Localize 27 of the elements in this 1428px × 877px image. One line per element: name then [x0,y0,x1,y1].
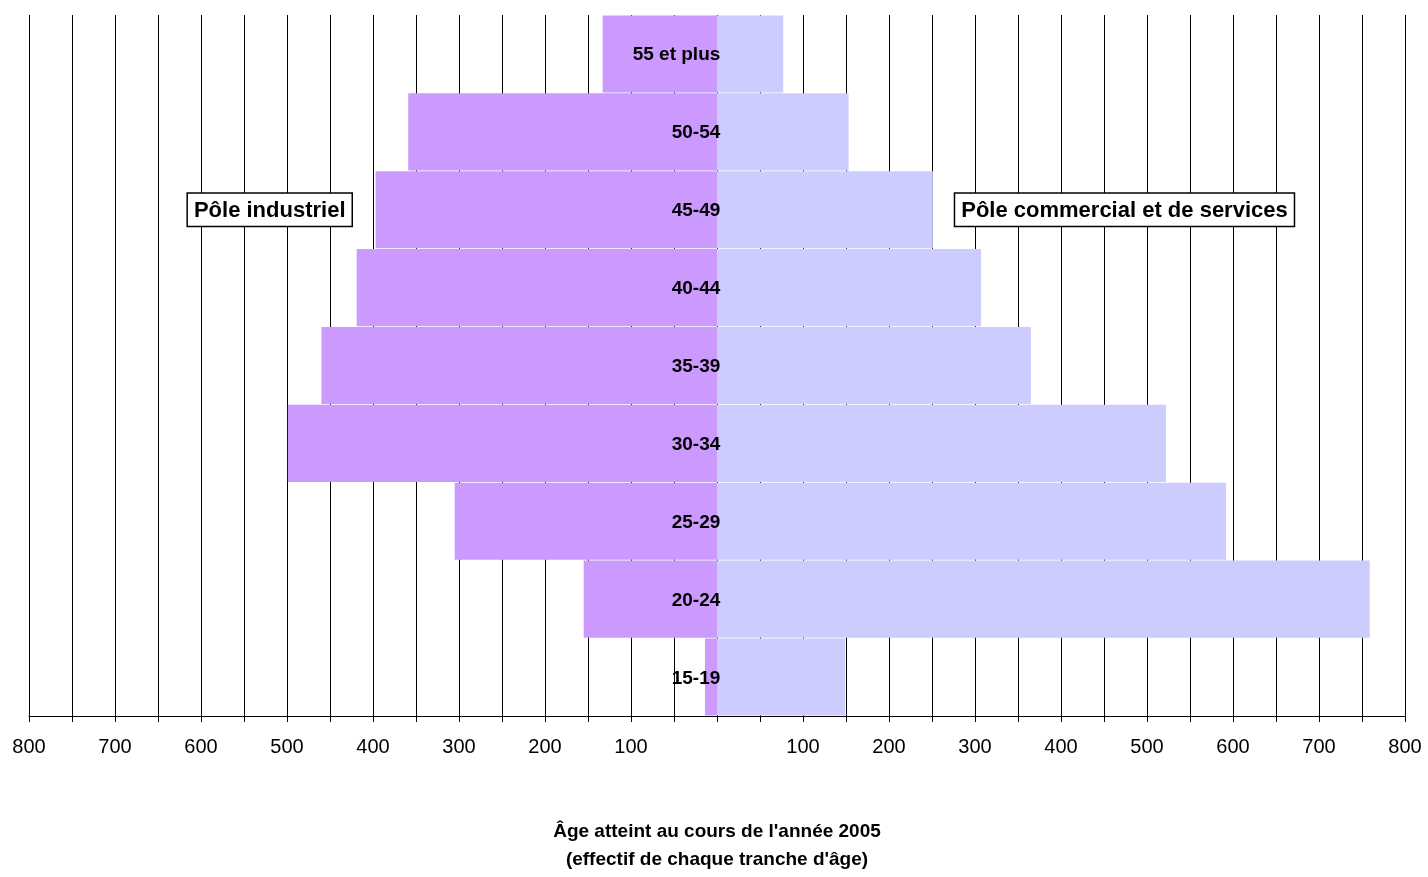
x-tick-label: 700 [98,735,132,757]
x-tick-label: 800 [1388,735,1422,757]
y-tick-label: 25-29 [671,510,721,532]
x-tick-label: 600 [1216,735,1250,757]
x-tick-label: 100 [786,735,820,757]
x-tick-label: 500 [1130,735,1164,757]
x-tick-label: 800 [12,735,46,757]
x-tick-label: 300 [958,735,992,757]
x-tick-label: 400 [1044,735,1078,757]
y-tick-label: 55 et plus [632,43,721,65]
x-tick-label: 600 [184,735,218,757]
x-tick-label: 500 [270,735,304,757]
x-tick-label: 400 [356,735,390,757]
y-tick-label: 50-54 [671,121,721,143]
x-tick-label: 100 [614,735,648,757]
x-tick-label: 300 [442,735,476,757]
series-label: Pôle commercial et de services [961,197,1288,223]
x-tick-label: 200 [528,735,562,757]
y-tick-label: 30-34 [671,432,721,454]
x-axis-title: Âge atteint au cours de l'année 2005 (effectif de chaque tranche d'âge) [553,819,882,869]
x-tick-label: 200 [872,735,906,757]
y-tick-label: 45-49 [671,199,721,221]
y-tick-label: 35-39 [671,355,721,376]
y-tick-label: 40-44 [671,277,721,299]
x-tick-label: 700 [1302,735,1336,757]
y-tick-label: 20-24 [671,588,721,610]
series-label: Pôle industriel [193,197,346,223]
